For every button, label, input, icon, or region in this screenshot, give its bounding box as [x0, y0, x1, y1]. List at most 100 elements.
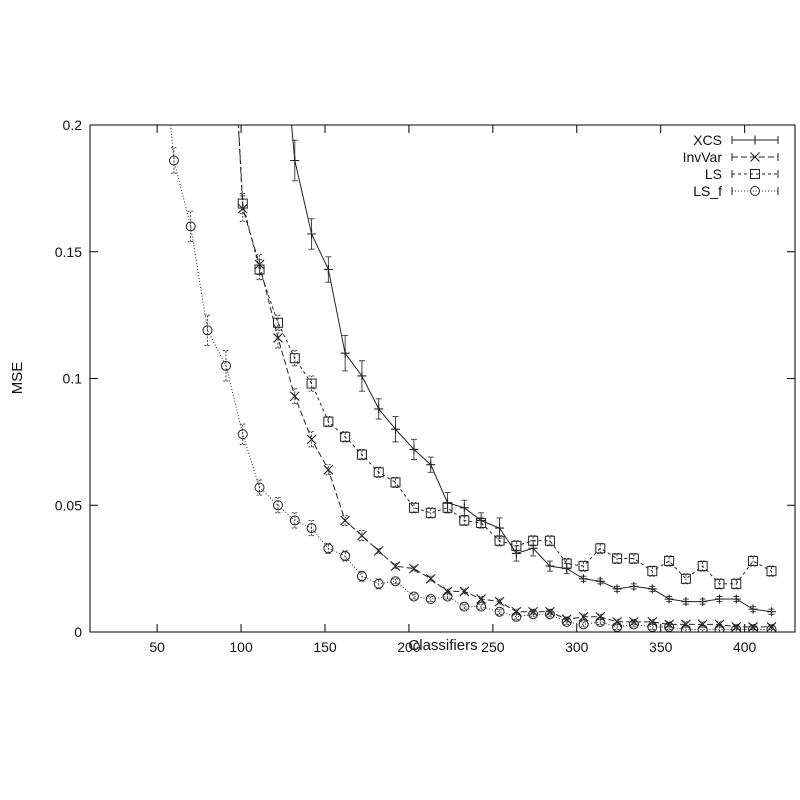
- error-bar: [478, 603, 485, 610]
- error-bar: [580, 560, 587, 572]
- data-point: [544, 535, 555, 546]
- x-tick-label: 50: [149, 639, 165, 655]
- error-bar: [597, 618, 604, 625]
- error-bar: [392, 476, 399, 488]
- data-point: [681, 619, 691, 630]
- error-bar: [170, 147, 177, 174]
- error-bar: [563, 618, 570, 625]
- data-point: [612, 584, 622, 594]
- data-point: [323, 264, 333, 274]
- data-point: [408, 502, 419, 513]
- data-point: [323, 464, 334, 475]
- x-axis-ticks: 50 100 150 200 250 300 350 400: [149, 125, 757, 655]
- data-point: [697, 561, 708, 572]
- data-point: [511, 606, 522, 617]
- error-bar: [614, 552, 621, 565]
- data-point: [731, 578, 742, 589]
- data-point: [202, 325, 213, 336]
- data-point: [390, 477, 401, 488]
- data-point: [578, 561, 589, 572]
- data-point: [664, 621, 675, 632]
- legend-errorbar-cap: [731, 153, 779, 161]
- error-bar: [768, 565, 775, 577]
- error-bar: [375, 466, 382, 478]
- series-xcs: [290, 125, 776, 617]
- data-point: [459, 503, 469, 513]
- data-point: [289, 515, 300, 526]
- data-point: [628, 619, 639, 630]
- legend-label: LS: [705, 166, 722, 182]
- error-bar: [699, 560, 706, 572]
- error-bar: [546, 611, 553, 618]
- error-bar: [325, 542, 332, 554]
- data-point: [390, 576, 401, 587]
- data-point: [459, 601, 470, 612]
- data-point: [357, 530, 367, 541]
- error-bar: [649, 565, 656, 577]
- data-point: [767, 607, 776, 617]
- data-point: [409, 563, 419, 574]
- x-tick-label: 150: [313, 639, 337, 655]
- error-bar: [649, 623, 656, 630]
- data-point: [289, 353, 300, 364]
- series-ls-f: [168, 125, 777, 632]
- data-point: [750, 169, 760, 179]
- error-bar: [733, 626, 740, 632]
- y-tick-label: 0.1: [63, 371, 83, 387]
- data-point: [356, 449, 367, 460]
- y-tick-label: 0.05: [55, 497, 82, 513]
- error-bar: [530, 535, 537, 547]
- error-bar: [716, 578, 723, 590]
- error-bar: [733, 578, 740, 590]
- legend-label: LS_f: [693, 183, 722, 199]
- data-point: [511, 540, 522, 551]
- data-point: [612, 621, 623, 632]
- data-point: [528, 609, 539, 620]
- data-point: [561, 558, 572, 569]
- data-point: [220, 360, 231, 371]
- data-point: [766, 566, 777, 577]
- data-point: [628, 553, 639, 564]
- error-bar: [461, 603, 468, 610]
- data-point: [612, 616, 622, 627]
- data-point: [373, 467, 384, 478]
- data-point: [289, 391, 300, 402]
- data-point: [629, 581, 639, 591]
- data-point: [680, 624, 691, 632]
- legend-label: XCS: [693, 132, 722, 148]
- data-point: [750, 135, 760, 145]
- data-point: [273, 317, 283, 328]
- series-invvar: [237, 125, 777, 632]
- error-bar: [325, 416, 332, 428]
- data-point: [323, 543, 334, 554]
- data-point: [340, 431, 351, 442]
- data-point: [511, 611, 522, 622]
- data-point: [273, 333, 283, 343]
- error-bar: [682, 573, 689, 585]
- error-bar: [392, 578, 399, 585]
- data-point: [680, 573, 691, 584]
- error-bar: [478, 517, 485, 529]
- data-point: [748, 624, 759, 632]
- x-tick-label: 400: [733, 639, 757, 655]
- series-line: [237, 125, 772, 585]
- error-bar: [750, 626, 757, 632]
- data-point: [409, 444, 419, 454]
- data-point: [647, 584, 657, 594]
- x-axis-title: Classifiers: [408, 637, 477, 654]
- error-bar: [699, 626, 706, 632]
- data-point: [750, 152, 760, 162]
- error-bar: [546, 535, 553, 547]
- error-bar: [239, 423, 246, 445]
- data-point: [748, 556, 759, 567]
- data-point: [697, 624, 708, 632]
- data-point: [595, 576, 605, 586]
- data-point: [766, 624, 777, 632]
- error-bar: [342, 431, 349, 443]
- data-point: [408, 591, 419, 602]
- error-bar: [444, 502, 451, 514]
- data-point: [290, 155, 300, 165]
- x-tick-label: 250: [481, 639, 505, 655]
- y-tick-label: 0: [74, 624, 82, 640]
